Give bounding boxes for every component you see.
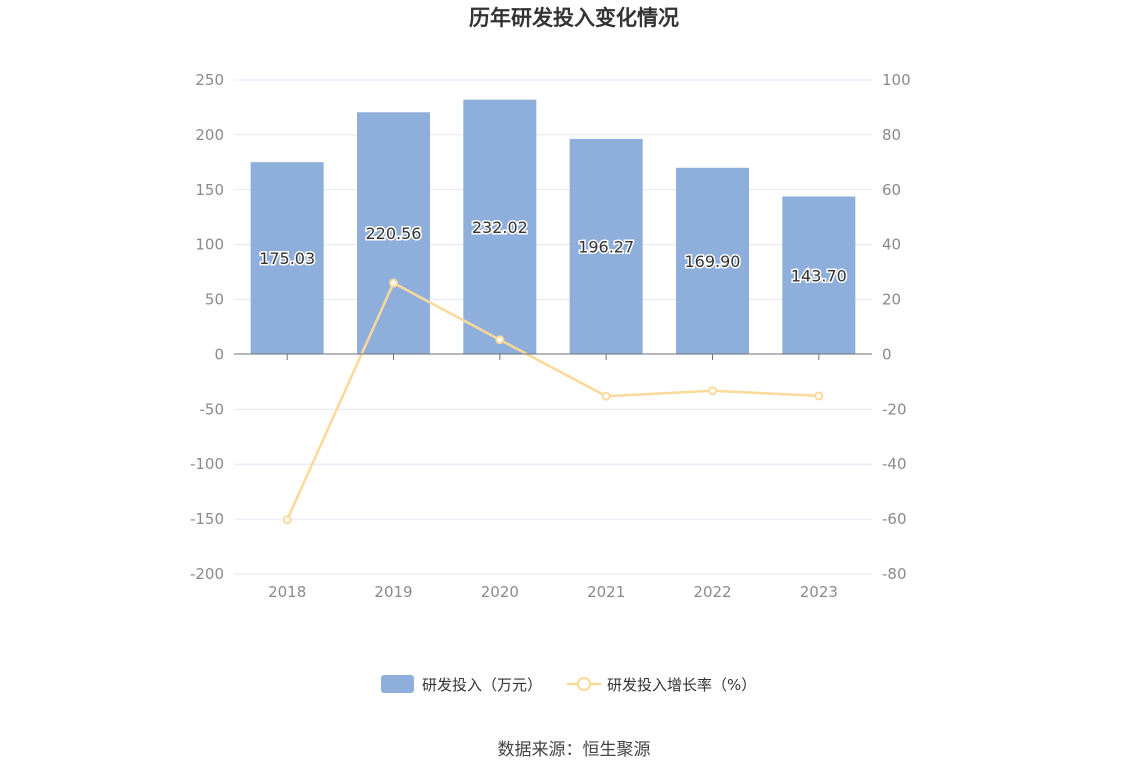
y-left-tick-label: 200: [195, 126, 224, 144]
bar-value-label: 175.03: [259, 249, 315, 268]
bar-value-label: 220.56: [366, 224, 422, 243]
y-right-tick-label: 80: [882, 126, 901, 144]
x-tick-label: 2018: [268, 583, 306, 601]
x-tick-label: 2019: [374, 583, 412, 601]
growth-point: [708, 386, 717, 396]
legend[interactable]: 研发投入（万元） 研发投入增长率（%）: [381, 675, 756, 694]
y-left-tick-label: -200: [190, 565, 224, 583]
y-left-tick-label: 100: [195, 236, 224, 254]
y-left-tick-label: 250: [195, 71, 224, 89]
y-left-tick-label: 150: [195, 181, 224, 199]
y-left-tick-label: -150: [190, 510, 224, 528]
bar: [463, 99, 537, 354]
y-right-tick-label: -60: [882, 510, 907, 528]
x-tick-label: 2022: [693, 583, 731, 601]
growth-point: [389, 278, 398, 288]
bar: [357, 112, 430, 355]
growth-point: [495, 335, 505, 345]
y-right-tick-label: -80: [882, 565, 907, 583]
y-right-tick-label: -40: [882, 455, 907, 473]
bar: [782, 196, 856, 354]
growth-point: [814, 391, 824, 401]
chart-title: 历年研发投入变化情况: [469, 6, 679, 30]
legend-bar-label: 研发投入（万元）: [422, 676, 542, 694]
growth-line: [286, 281, 819, 521]
legend-line-marker: [577, 677, 591, 691]
y-left-tick-label: 0: [214, 345, 224, 363]
x-tick-label: 2021: [587, 583, 625, 601]
bar-value-label: 169.90: [685, 252, 741, 271]
y-left-tick-label: -50: [200, 400, 225, 418]
data-source: 数据来源：恒生聚源: [498, 740, 651, 760]
growth-point: [282, 515, 292, 525]
y-right-tick-label: 0: [882, 345, 892, 363]
x-axis: 2018 2019 2020 2021 2022 2023: [234, 353, 872, 601]
grid: [234, 79, 872, 575]
x-tick-label: 2023: [800, 583, 838, 601]
bar-value-label: 232.02: [472, 218, 528, 237]
y-left-tick-label: -100: [190, 455, 224, 473]
legend-line-label: 研发投入增长率（%）: [607, 676, 756, 694]
bar-value-label: 196.27: [578, 237, 634, 256]
y-axis-right: 100 80 60 40 20 0 -20 -40 -60 -80: [882, 71, 911, 583]
y-right-tick-label: 40: [882, 236, 901, 254]
y-right-tick-label: 60: [882, 181, 901, 199]
y-right-tick-label: 100: [882, 71, 911, 89]
growth-point: [601, 391, 611, 401]
bar: [569, 138, 643, 354]
y-right-tick-label: -20: [882, 400, 907, 418]
bar-series: 175.03 220.56 232.02 196.27 169.90 143.70: [250, 99, 856, 355]
y-right-tick-label: 20: [882, 291, 901, 309]
bar: [250, 162, 324, 354]
y-axis-left: 250 200 150 100 50 0 -50 -100 -150 -200: [190, 71, 224, 583]
bar: [676, 167, 749, 354]
y-left-tick-label: 50: [205, 291, 224, 309]
growth-line-series: [282, 278, 824, 525]
x-tick-label: 2020: [481, 583, 519, 601]
bar-value-label: 143.70: [791, 266, 847, 285]
legend-bar-swatch: [381, 675, 414, 693]
